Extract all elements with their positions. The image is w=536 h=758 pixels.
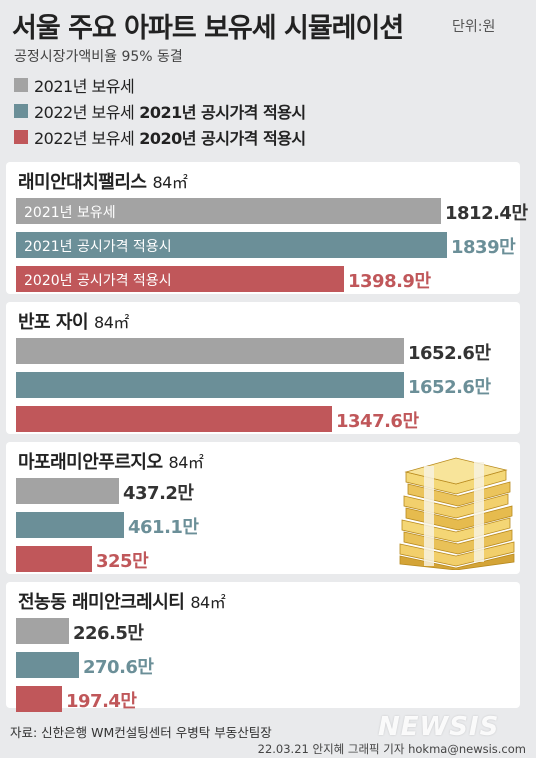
data-label: 461.1만 <box>128 517 199 538</box>
bar <box>16 652 79 678</box>
apartment-area: 84㎡ <box>152 173 188 192</box>
chart-panel: 래미안대치팰리스 84㎡ 2021년 보유세 1812.4만 2021년 공시가격 적용… <box>6 162 528 294</box>
panel-title: 마포래미안푸르지오 84㎡ <box>18 448 204 474</box>
data-label: 1839만 <box>451 237 516 258</box>
apartment-area: 84㎡ <box>190 593 226 612</box>
legend-label: 2022년 보유세 <box>34 129 135 148</box>
bar <box>16 478 119 504</box>
bar-inner-label: 2021년 공시가격 적용시 <box>24 239 172 255</box>
bar <box>16 512 124 538</box>
data-label: 226.5만 <box>73 623 144 644</box>
data-label: 1652.6만 <box>408 343 491 364</box>
bar <box>16 372 404 398</box>
legend-item: 2022년 보유세 2021년 공시가격 적용시 <box>14 98 306 124</box>
money-stack-icon <box>399 457 515 570</box>
apartment-name: 전농동 래미안크레시티 <box>18 592 185 613</box>
data-label: 437.2만 <box>123 483 194 504</box>
data-label: 1347.6만 <box>336 411 419 432</box>
panel-title: 래미안대치팰리스 84㎡ <box>18 168 188 194</box>
chart-panel: 반포 자이 84㎡ 1652.6만 1652.6만 1347.6만 <box>6 302 520 434</box>
data-label: 1398.9만 <box>348 271 431 292</box>
apartment-name: 래미안대치팰리스 <box>18 172 147 193</box>
legend-label: 2021년 보유세 <box>34 77 135 96</box>
legend-label-bold: 2021년 공시가격 적용시 <box>139 103 306 122</box>
legend: 2021년 보유세 2022년 보유세 2021년 공시가격 적용시 2022년… <box>14 72 306 150</box>
bar-inner-label: 2021년 보유세 <box>24 205 116 221</box>
legend-swatch-gray <box>14 78 28 92</box>
apartment-area: 84㎡ <box>94 313 129 332</box>
data-label: 197.4만 <box>66 691 137 712</box>
panel-title: 전농동 래미안크레시티 84㎡ <box>18 588 226 614</box>
legend-item: 2021년 보유세 <box>14 72 306 98</box>
bar <box>16 686 62 712</box>
chart-subtitle: 공정시장가액비율 95% 동결 <box>14 49 183 65</box>
bar <box>16 406 332 432</box>
bar: 2020년 공시가격 적용시 <box>16 266 344 292</box>
chart-panel: 전농동 래미안크레시티 84㎡ 226.5만 270.6만 197.4만 <box>6 582 520 712</box>
bar <box>16 618 69 644</box>
data-label: 1812.4만 <box>445 203 528 224</box>
apartment-area: 84㎡ <box>168 453 204 472</box>
data-label: 270.6만 <box>83 657 154 678</box>
legend-label: 2022년 보유세 <box>34 103 135 122</box>
credit-line: 22.03.21 안지혜 그래픽 기자 hokma@newsis.com <box>257 742 526 756</box>
data-label: 1652.6만 <box>408 377 491 398</box>
bar-inner-label: 2020년 공시가격 적용시 <box>24 273 172 289</box>
bar: 2021년 보유세 <box>16 198 441 224</box>
source-note: 자료: 신한은행 WM컨설팅센터 우병탁 부동산팀장 <box>10 725 272 740</box>
legend-item: 2022년 보유세 2020년 공시가격 적용시 <box>14 124 306 150</box>
apartment-name: 마포래미안푸르지오 <box>18 452 163 473</box>
panel-title: 반포 자이 84㎡ <box>18 308 129 334</box>
chart-title: 서울 주요 아파트 보유세 시뮬레이션 <box>12 13 404 44</box>
bar <box>16 338 404 364</box>
legend-label-bold: 2020년 공시가격 적용시 <box>139 129 306 148</box>
legend-swatch-teal <box>14 104 28 118</box>
bar <box>16 546 92 572</box>
legend-swatch-red <box>14 130 28 144</box>
bar: 2021년 공시가격 적용시 <box>16 232 447 258</box>
unit-label: 단위:원 <box>452 19 496 35</box>
data-label: 325만 <box>96 551 149 572</box>
apartment-name: 반포 자이 <box>18 312 89 333</box>
watermark-logo: NEWSIS <box>378 712 500 742</box>
